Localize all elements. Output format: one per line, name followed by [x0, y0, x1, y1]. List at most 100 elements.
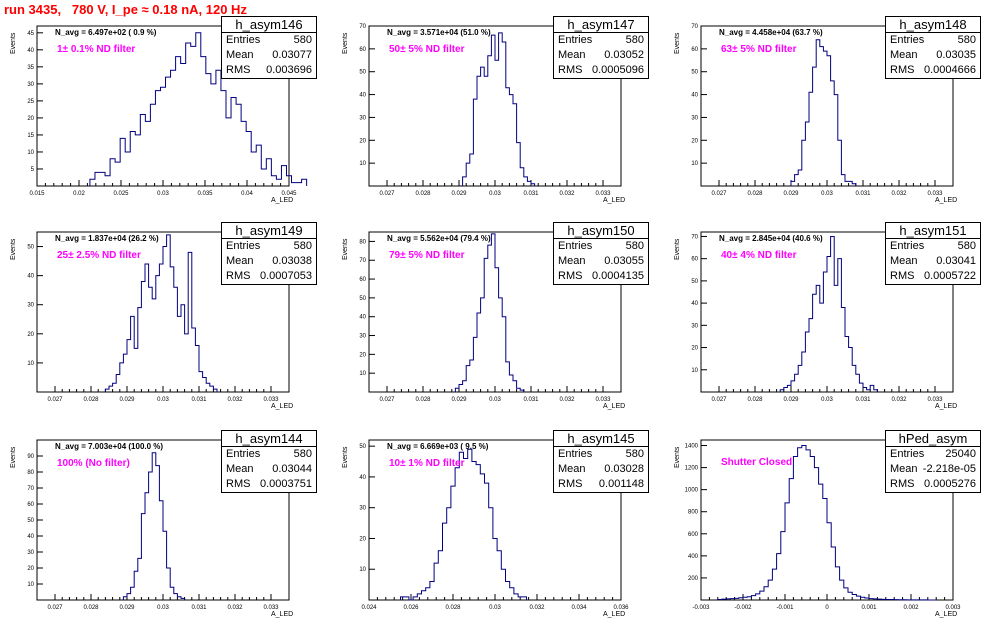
y-tick-label: 30 [691, 323, 698, 329]
histogram-bin [472, 462, 476, 600]
entries-label: Entries [226, 447, 260, 462]
histogram-bin [226, 118, 231, 186]
y-tick-label: 10 [691, 368, 698, 374]
histogram-bin [795, 374, 799, 392]
y-tick-label: 50 [691, 70, 698, 76]
y-tick-label: 70 [359, 258, 366, 264]
histogram-name: hPed_asym [886, 431, 980, 447]
y-tick-label: 80 [359, 239, 366, 245]
x-axis-label: A_LED [271, 197, 293, 204]
histogram-bin [816, 285, 820, 392]
histogram-bin [484, 76, 488, 186]
histogram-bin [809, 319, 813, 392]
histogram-bin [784, 388, 788, 392]
x-tick-label: -0.003 [692, 605, 710, 611]
histogram-bin [211, 84, 216, 186]
x-tick-label: 0.027 [379, 191, 395, 197]
histogram-bin [95, 172, 100, 186]
histogram-bin [510, 588, 514, 600]
mean-value: 0.03044 [272, 462, 312, 477]
histogram-bin [466, 366, 470, 392]
y-tick-label: 50 [359, 296, 366, 302]
y-tick-label: 10 [359, 161, 366, 167]
y-tick-label: 30 [27, 303, 34, 309]
x-tick-label: 0.027 [47, 605, 63, 611]
histogram-bin [798, 170, 802, 186]
x-tick-label: 0.032 [559, 397, 575, 403]
histogram-bin [152, 453, 156, 600]
histogram-bin [791, 181, 795, 186]
histogram-bin [171, 70, 176, 186]
histogram-bin [434, 563, 438, 600]
x-tick-label: 0.035 [197, 191, 213, 197]
y-tick-label: 35 [27, 65, 34, 71]
y-tick-label: 10 [27, 582, 34, 588]
y-tick-label: 40 [359, 93, 366, 99]
histogram-bin [150, 104, 155, 186]
x-tick-label: 0.028 [747, 191, 763, 197]
histogram-bin [841, 175, 845, 186]
y-tick-label: 1000 [685, 488, 699, 494]
y-tick-label: 20 [691, 346, 698, 352]
x-tick-label: 0.001 [861, 605, 877, 611]
histogram-bin [809, 92, 813, 186]
histogram-bin [199, 372, 203, 392]
histogram-bin [513, 104, 517, 186]
histogram-bin [174, 287, 178, 392]
histogram-bin [499, 298, 503, 392]
histogram-bin [438, 551, 442, 600]
x-tick-label: 0.03 [157, 605, 169, 611]
histogram-bin [185, 334, 189, 392]
histogram-bin [192, 328, 196, 392]
x-tick-label: 0.027 [379, 397, 395, 403]
histogram-bin [174, 594, 178, 600]
filter-annotation: Shutter Closed [721, 457, 792, 468]
y-tick-label: 50 [359, 70, 366, 76]
entries-value: 25040 [945, 447, 976, 462]
x-tick-label: -0.001 [776, 605, 794, 611]
entries-label: Entries [890, 239, 924, 254]
x-tick-label: 0.031 [191, 397, 207, 403]
histogram-bin [149, 472, 153, 600]
histogram-name: h_asym151 [886, 223, 980, 239]
x-tick-label: -0.002 [734, 605, 752, 611]
histogram-bin [271, 176, 276, 186]
y-axis-label: Events [674, 447, 681, 468]
histogram-bin [292, 183, 297, 186]
histogram-bin [470, 360, 474, 392]
histogram-bin [160, 87, 165, 186]
rms-value: 0.0004666 [924, 63, 976, 78]
navg-label: N_avg = 1.837e+04 (26.2 %) [55, 234, 159, 243]
histogram-bin [426, 588, 430, 600]
mean-value: -2.218e-05 [923, 462, 976, 477]
histogram-bin [831, 236, 835, 392]
histogram-bin [791, 381, 795, 392]
y-tick-label: 600 [688, 532, 699, 538]
y-tick-label: 60 [359, 277, 366, 283]
histogram-bin [141, 514, 145, 600]
histogram-bin [206, 74, 211, 186]
histogram-bin [459, 452, 463, 600]
y-tick-label: 30 [359, 506, 366, 512]
filter-annotation: 25± 2.5% ND filter [57, 250, 141, 261]
y-tick-label: 70 [27, 486, 34, 492]
histogram-bin [856, 374, 860, 392]
histogram-bin [191, 46, 196, 186]
rms-label: RMS [226, 269, 250, 284]
histogram-bin [495, 60, 499, 186]
y-tick-label: 25 [27, 99, 34, 105]
x-axis-label: A_LED [271, 611, 293, 618]
